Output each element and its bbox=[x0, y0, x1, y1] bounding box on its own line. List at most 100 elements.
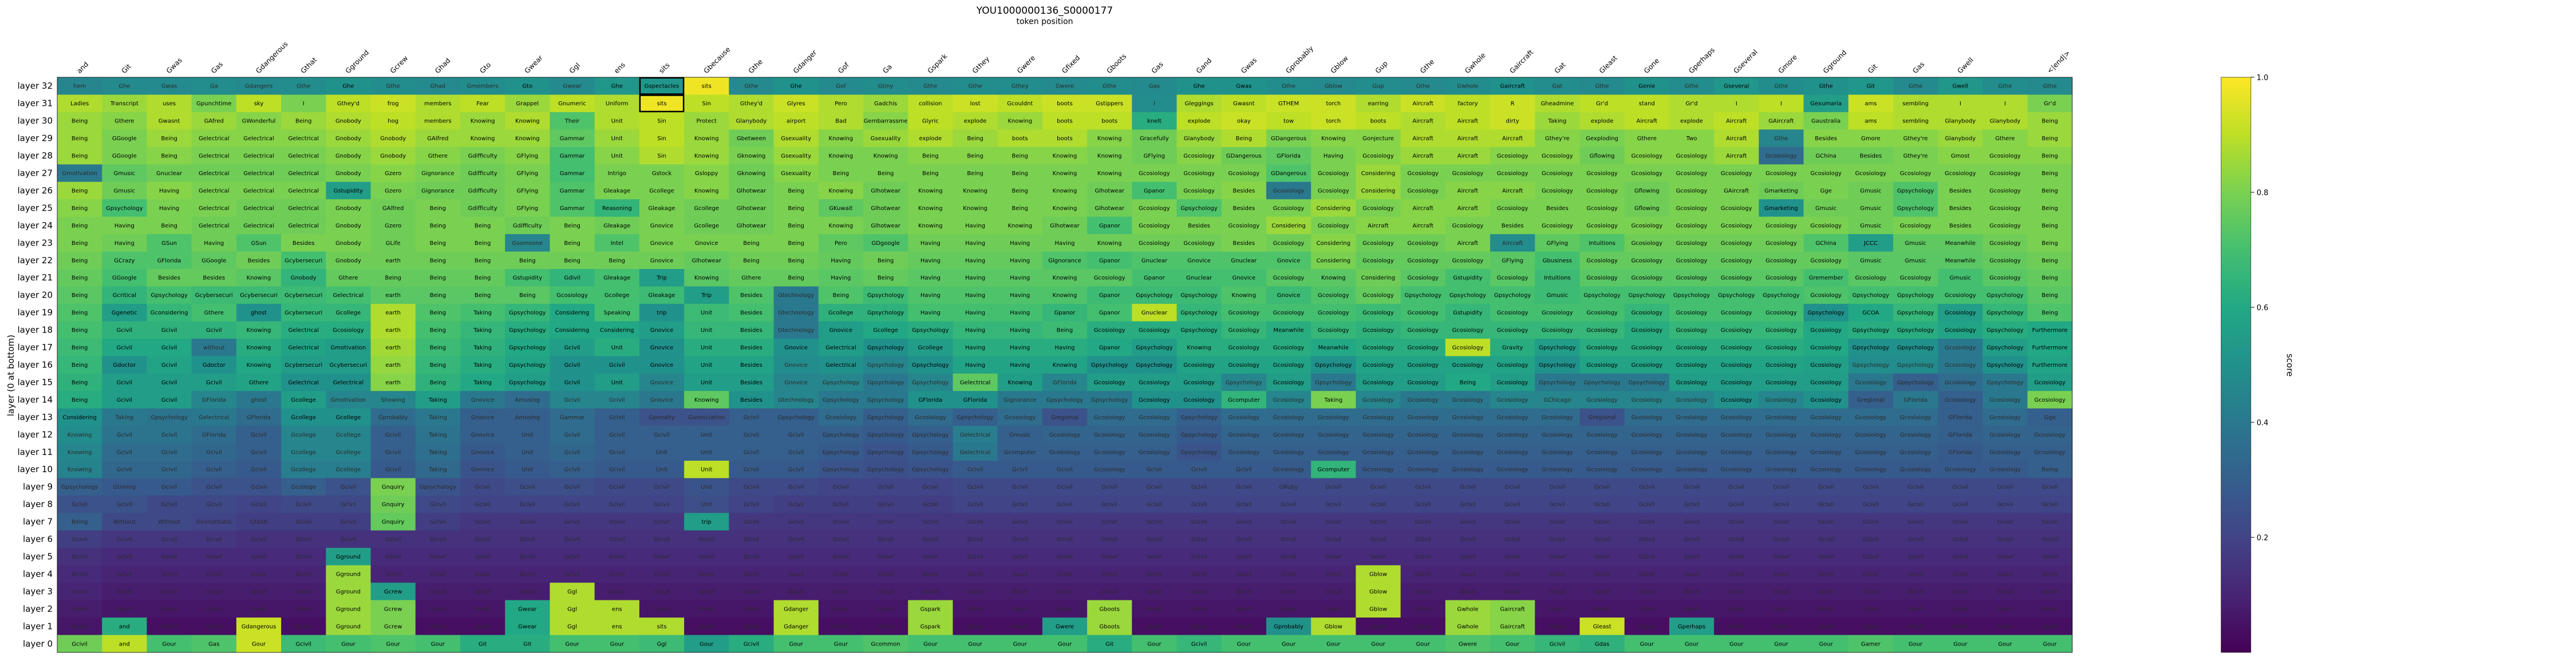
heatmap-cell bbox=[818, 478, 864, 496]
heatmap-cell bbox=[1132, 199, 1178, 217]
cell-token: Gcivil bbox=[1012, 484, 1028, 490]
cell-token: Gcivil bbox=[2042, 554, 2058, 560]
cell-token: Gleakage bbox=[648, 292, 675, 299]
heatmap-cell bbox=[1445, 618, 1491, 636]
heatmap-cell bbox=[953, 199, 998, 217]
heatmap-cell bbox=[236, 513, 282, 531]
heatmap-cell bbox=[1221, 426, 1267, 444]
heatmap-cell bbox=[1579, 303, 1625, 322]
heatmap-cell bbox=[1714, 443, 1759, 461]
heatmap-cell bbox=[729, 495, 775, 513]
heatmap-cell bbox=[1042, 478, 1088, 496]
heatmap-cell bbox=[818, 513, 864, 531]
heatmap-cell bbox=[236, 216, 282, 235]
heatmap-cell bbox=[1490, 530, 1535, 548]
cell-token: Taking bbox=[473, 379, 492, 386]
heatmap-cell bbox=[773, 77, 819, 95]
cell-token: Gcosiology bbox=[1765, 467, 1797, 473]
cell-token: Having bbox=[114, 223, 135, 229]
cell-token: Gcivil bbox=[1997, 519, 2013, 525]
heatmap-cell bbox=[863, 443, 908, 461]
cell-token: Gcosiology bbox=[1094, 327, 1125, 334]
cell-token: Gcosiology bbox=[1989, 275, 2021, 282]
heatmap-cell bbox=[1624, 112, 1670, 130]
highlighted-cell bbox=[639, 94, 685, 113]
heatmap-cell bbox=[1221, 199, 1267, 217]
column-label: Gperhaps bbox=[1687, 46, 1716, 75]
cell-token: Being bbox=[72, 327, 88, 334]
heatmap-cell bbox=[370, 303, 416, 322]
heatmap-cell bbox=[1624, 77, 1670, 95]
heatmap-cell bbox=[1087, 77, 1132, 95]
cell-token: Gcosiology bbox=[1318, 188, 1349, 194]
cell-token: Gcosiology bbox=[1676, 414, 1708, 421]
cell-token: and bbox=[119, 624, 130, 630]
heatmap-cell bbox=[2027, 495, 2073, 513]
cell-token: Aircraft bbox=[1457, 240, 1479, 247]
heatmap-cell bbox=[773, 129, 819, 148]
cell-token: Being bbox=[564, 240, 580, 247]
cell-token: Gtechnology bbox=[778, 292, 814, 299]
cell-token: Gour bbox=[1729, 641, 1744, 647]
cell-token: Gcosiology bbox=[2034, 432, 2066, 438]
cell-token: Glanybody bbox=[1990, 118, 2021, 125]
heatmap-cell bbox=[908, 216, 953, 235]
heatmap-cell bbox=[1624, 600, 1670, 618]
cell-token: Gpsychology bbox=[509, 310, 546, 316]
heatmap-cell bbox=[1803, 618, 1849, 636]
heatmap-cell bbox=[1221, 216, 1267, 235]
cell-token: Gcivil bbox=[1773, 537, 1789, 543]
cell-token: Gcosiology bbox=[1631, 275, 1663, 282]
cell-token: Unit bbox=[611, 118, 623, 125]
heatmap-cell bbox=[1176, 443, 1222, 461]
cell-token: Gthere bbox=[204, 310, 224, 316]
cell-token: Gcivil bbox=[1729, 606, 1745, 612]
heatmap-cell bbox=[191, 269, 237, 287]
cell-token: Gcivil bbox=[1191, 467, 1207, 473]
heatmap-cell bbox=[863, 164, 908, 183]
cell-token: Gcivil bbox=[1147, 537, 1163, 543]
heatmap-cell bbox=[1803, 600, 1849, 618]
cell-token: Gcivil bbox=[1460, 502, 1476, 508]
cell-token: Being bbox=[519, 258, 535, 264]
heatmap-cell bbox=[370, 94, 416, 113]
cell-token: Gcivil bbox=[788, 502, 804, 508]
heatmap-cell bbox=[550, 478, 595, 496]
heatmap-cell bbox=[1176, 461, 1222, 478]
cell-token: Gammar bbox=[560, 414, 585, 421]
cell-token: Git bbox=[1105, 641, 1114, 647]
cell-token: Gcivil bbox=[1012, 467, 1028, 473]
heatmap-cell bbox=[1535, 321, 1581, 339]
heatmap-cell bbox=[550, 199, 595, 217]
cell-token: Gcivil bbox=[430, 537, 446, 543]
heatmap-cell bbox=[550, 373, 595, 391]
cell-token: Gcosiology bbox=[1228, 171, 1260, 177]
heatmap-cell bbox=[236, 565, 282, 583]
cell-token: Gcivil bbox=[1684, 571, 1700, 577]
heatmap-cell bbox=[1445, 77, 1491, 95]
cell-token: Gcivil bbox=[1863, 502, 1879, 508]
cell-token: GFlying bbox=[516, 188, 538, 194]
cell-token: Intrigo bbox=[607, 171, 626, 177]
cell-token: Knowing bbox=[918, 205, 943, 212]
cell-token: Being bbox=[564, 258, 580, 264]
cell-token: Gcivil bbox=[744, 502, 760, 508]
cell-token: Being bbox=[72, 118, 88, 125]
heatmap-cell bbox=[908, 338, 953, 357]
heatmap-cell bbox=[1669, 408, 1714, 426]
cell-token: Gdifficulty bbox=[513, 223, 542, 229]
cell-token: Unit bbox=[701, 432, 712, 438]
heatmap-cell bbox=[1759, 461, 1804, 478]
cell-token: Unit bbox=[656, 467, 667, 473]
cell-token: Gcivil bbox=[1504, 484, 1520, 490]
heatmap-cell bbox=[773, 234, 819, 252]
cell-token: Gpsychology bbox=[1136, 362, 1172, 369]
heatmap-cell bbox=[1311, 303, 1356, 322]
heatmap-cell bbox=[1759, 391, 1804, 409]
heatmap-cell bbox=[236, 373, 282, 391]
cell-token: Knowing bbox=[1053, 205, 1077, 212]
cell-token: Gcosiology bbox=[1721, 223, 1752, 229]
heatmap-cell bbox=[1624, 548, 1670, 566]
heatmap-cell bbox=[1714, 303, 1759, 322]
cell-token: Gcivil bbox=[117, 379, 133, 386]
